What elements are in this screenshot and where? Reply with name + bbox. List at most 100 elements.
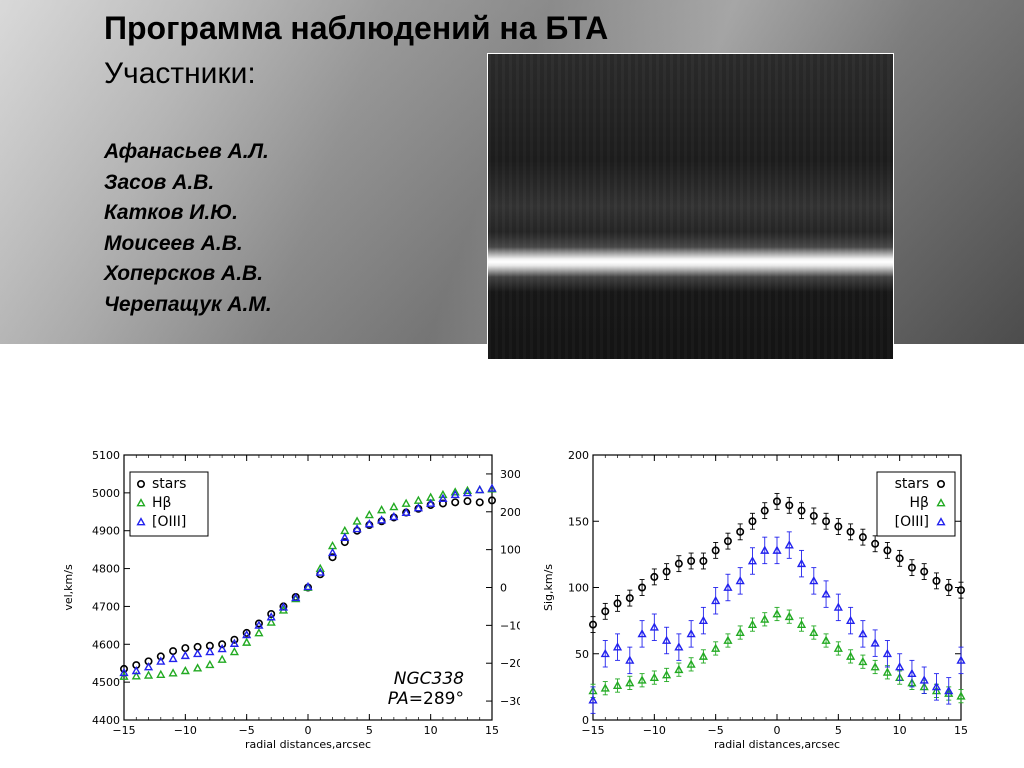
- data-point: [168, 668, 178, 677]
- participants-list: Афанасьев А.Л. Засов А.В. Катков И.Ю. Мо…: [104, 137, 272, 321]
- data-point: [638, 583, 647, 592]
- data-point: [625, 678, 635, 687]
- data-point: [809, 511, 818, 520]
- data-point: [650, 572, 659, 581]
- data-point: [772, 545, 782, 554]
- data-point: [600, 683, 610, 692]
- data-point: [773, 497, 782, 506]
- data-point: [674, 664, 684, 674]
- legend-label: Hβ: [152, 495, 171, 511]
- data-point: [168, 653, 178, 663]
- data-point: [254, 620, 264, 629]
- legend-marker: [136, 498, 146, 507]
- data-point: [711, 595, 721, 605]
- x-tick-label: −5: [239, 724, 255, 737]
- data-point: [846, 527, 855, 536]
- participant-name: Афанасьев А.Л.: [104, 140, 269, 163]
- data-point: [156, 656, 166, 665]
- data-point: [487, 496, 496, 505]
- data-point: [956, 586, 965, 595]
- legend-marker: [936, 479, 945, 488]
- x-tick-label: −10: [174, 724, 197, 737]
- data-point: [833, 643, 843, 652]
- y-tick-label: 4900: [92, 525, 120, 538]
- x-tick-label: 15: [954, 724, 968, 737]
- data-point: [698, 651, 708, 660]
- data-point: [858, 533, 867, 542]
- data-point: [426, 498, 436, 507]
- data-point: [205, 659, 215, 669]
- x-tick-label: −10: [643, 724, 666, 737]
- data-point: [711, 546, 720, 555]
- data-point: [711, 643, 721, 652]
- data-point: [218, 640, 227, 649]
- y2-tick-label: 100: [500, 544, 520, 557]
- y-tick-label: 0: [582, 714, 589, 727]
- legend-label: stars: [895, 476, 929, 492]
- data-point: [613, 599, 622, 608]
- data-point: [588, 695, 598, 704]
- data-point: [303, 581, 313, 591]
- data-point: [229, 638, 239, 647]
- data-point: [242, 628, 251, 637]
- data-point: [450, 487, 460, 496]
- data-point: [907, 668, 917, 678]
- participant-name: Моисеев А.В.: [104, 231, 243, 255]
- y2-tick-label: 0: [500, 582, 507, 595]
- data-point: [772, 609, 782, 618]
- data-point: [180, 665, 190, 675]
- data-point: [217, 654, 227, 663]
- data-point: [686, 659, 696, 668]
- legend-marker: [137, 479, 146, 488]
- data-point: [267, 610, 276, 619]
- data-point: [870, 662, 880, 671]
- data-point: [119, 671, 129, 680]
- data-point: [463, 497, 472, 506]
- data-point: [364, 509, 374, 519]
- data-point: [156, 652, 165, 661]
- data-point: [242, 629, 252, 639]
- data-point: [784, 611, 794, 621]
- y2-tick-label: −300: [500, 695, 520, 708]
- data-point: [180, 650, 190, 660]
- data-point: [352, 516, 362, 525]
- x-tick-label: −15: [112, 724, 135, 737]
- data-point: [389, 511, 399, 521]
- data-point: [735, 576, 745, 585]
- participants-heading: Участники:: [104, 57, 256, 90]
- y-tick-label: 5100: [92, 449, 120, 462]
- data-point: [649, 622, 659, 631]
- participant-name: Хоперсков А.В.: [104, 262, 264, 286]
- data-point: [662, 567, 671, 576]
- x-axis-title: radial distances,arcsec: [245, 738, 371, 751]
- data-point: [254, 619, 263, 628]
- y2-tick-label: 200: [500, 506, 520, 519]
- data-point: [883, 546, 892, 555]
- data-point: [760, 545, 770, 554]
- y-tick-label: 4600: [92, 638, 120, 651]
- data-point: [895, 662, 905, 671]
- data-point: [809, 627, 819, 636]
- position-angle-label: PA=289°: [388, 689, 464, 709]
- y-tick-label: 4400: [92, 714, 120, 727]
- y2-tick-label: −100: [500, 619, 520, 632]
- spectrum-image: [487, 53, 894, 360]
- data-point: [291, 592, 301, 602]
- data-point: [944, 686, 954, 695]
- data-point: [625, 655, 635, 664]
- data-point: [736, 527, 745, 536]
- data-point: [858, 656, 868, 666]
- data-point: [413, 495, 423, 504]
- data-point: [662, 635, 672, 644]
- x-tick-label: 5: [835, 724, 842, 737]
- legend-marker: [936, 517, 946, 526]
- data-point: [143, 662, 154, 671]
- data-point: [870, 638, 880, 647]
- legend-marker: [936, 498, 946, 507]
- data-point: [156, 669, 166, 678]
- data-point: [932, 576, 941, 585]
- data-point: [956, 691, 966, 700]
- data-point: [625, 594, 634, 603]
- data-point: [475, 498, 484, 507]
- y-axis-title: vel,km/s: [62, 564, 75, 611]
